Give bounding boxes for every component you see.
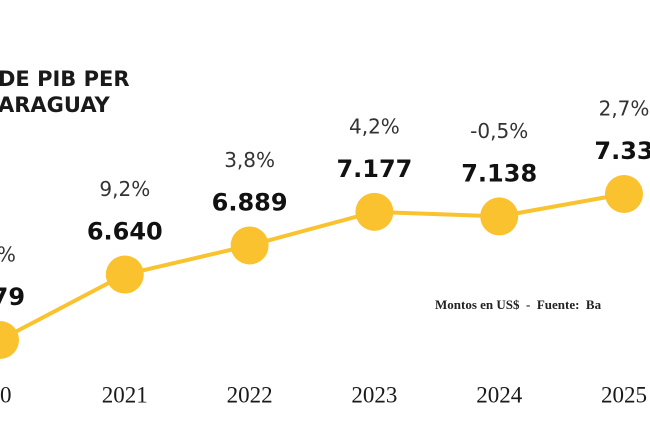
growth-label: -0,5% <box>470 119 528 143</box>
x-tick-label: 2024 <box>476 382 523 407</box>
point <box>230 226 269 265</box>
x-tick-label: 20 <box>0 382 12 407</box>
point <box>0 321 19 359</box>
growth-label: 6% <box>0 243 16 267</box>
growth-label: 9,2% <box>99 177 150 201</box>
x-tick-label: 2023 <box>351 382 397 407</box>
value-label: 7.33 <box>594 137 650 165</box>
point <box>355 192 394 231</box>
point <box>605 175 643 213</box>
value-label: 6.640 <box>87 218 163 246</box>
growth-label: 2,7% <box>599 97 650 121</box>
value-label: 079 <box>0 283 25 311</box>
value-label: 7.177 <box>336 155 412 183</box>
point <box>480 197 519 236</box>
source-note: Montos en US$ - Fuente: Ba <box>435 297 602 312</box>
growth-label: 4,2% <box>349 114 400 138</box>
value-label: 6.889 <box>212 188 288 216</box>
value-label: 7.138 <box>461 159 537 187</box>
x-tick-label: 2021 <box>102 382 148 407</box>
chart-title: ARAGUAY <box>0 93 111 117</box>
growth-label: 3,8% <box>224 148 275 172</box>
point <box>105 255 144 294</box>
chart-title: DE PIB PER <box>0 67 130 91</box>
line <box>0 192 625 342</box>
x-tick-label: 2022 <box>227 382 273 407</box>
x-tick-label: 2025 <box>601 382 647 407</box>
